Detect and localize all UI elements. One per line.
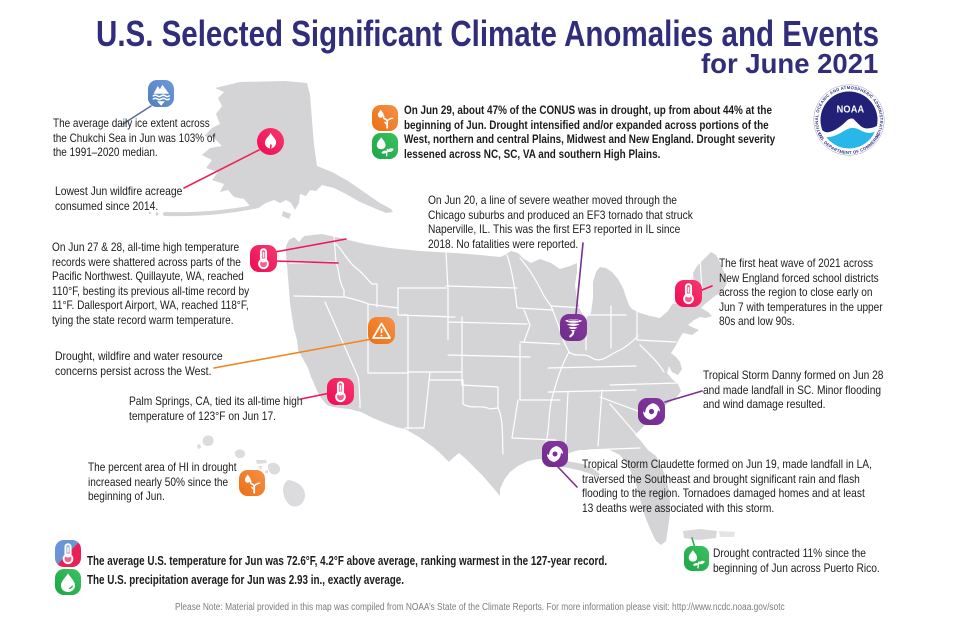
- svg-text:NOAA: NOAA: [837, 104, 865, 115]
